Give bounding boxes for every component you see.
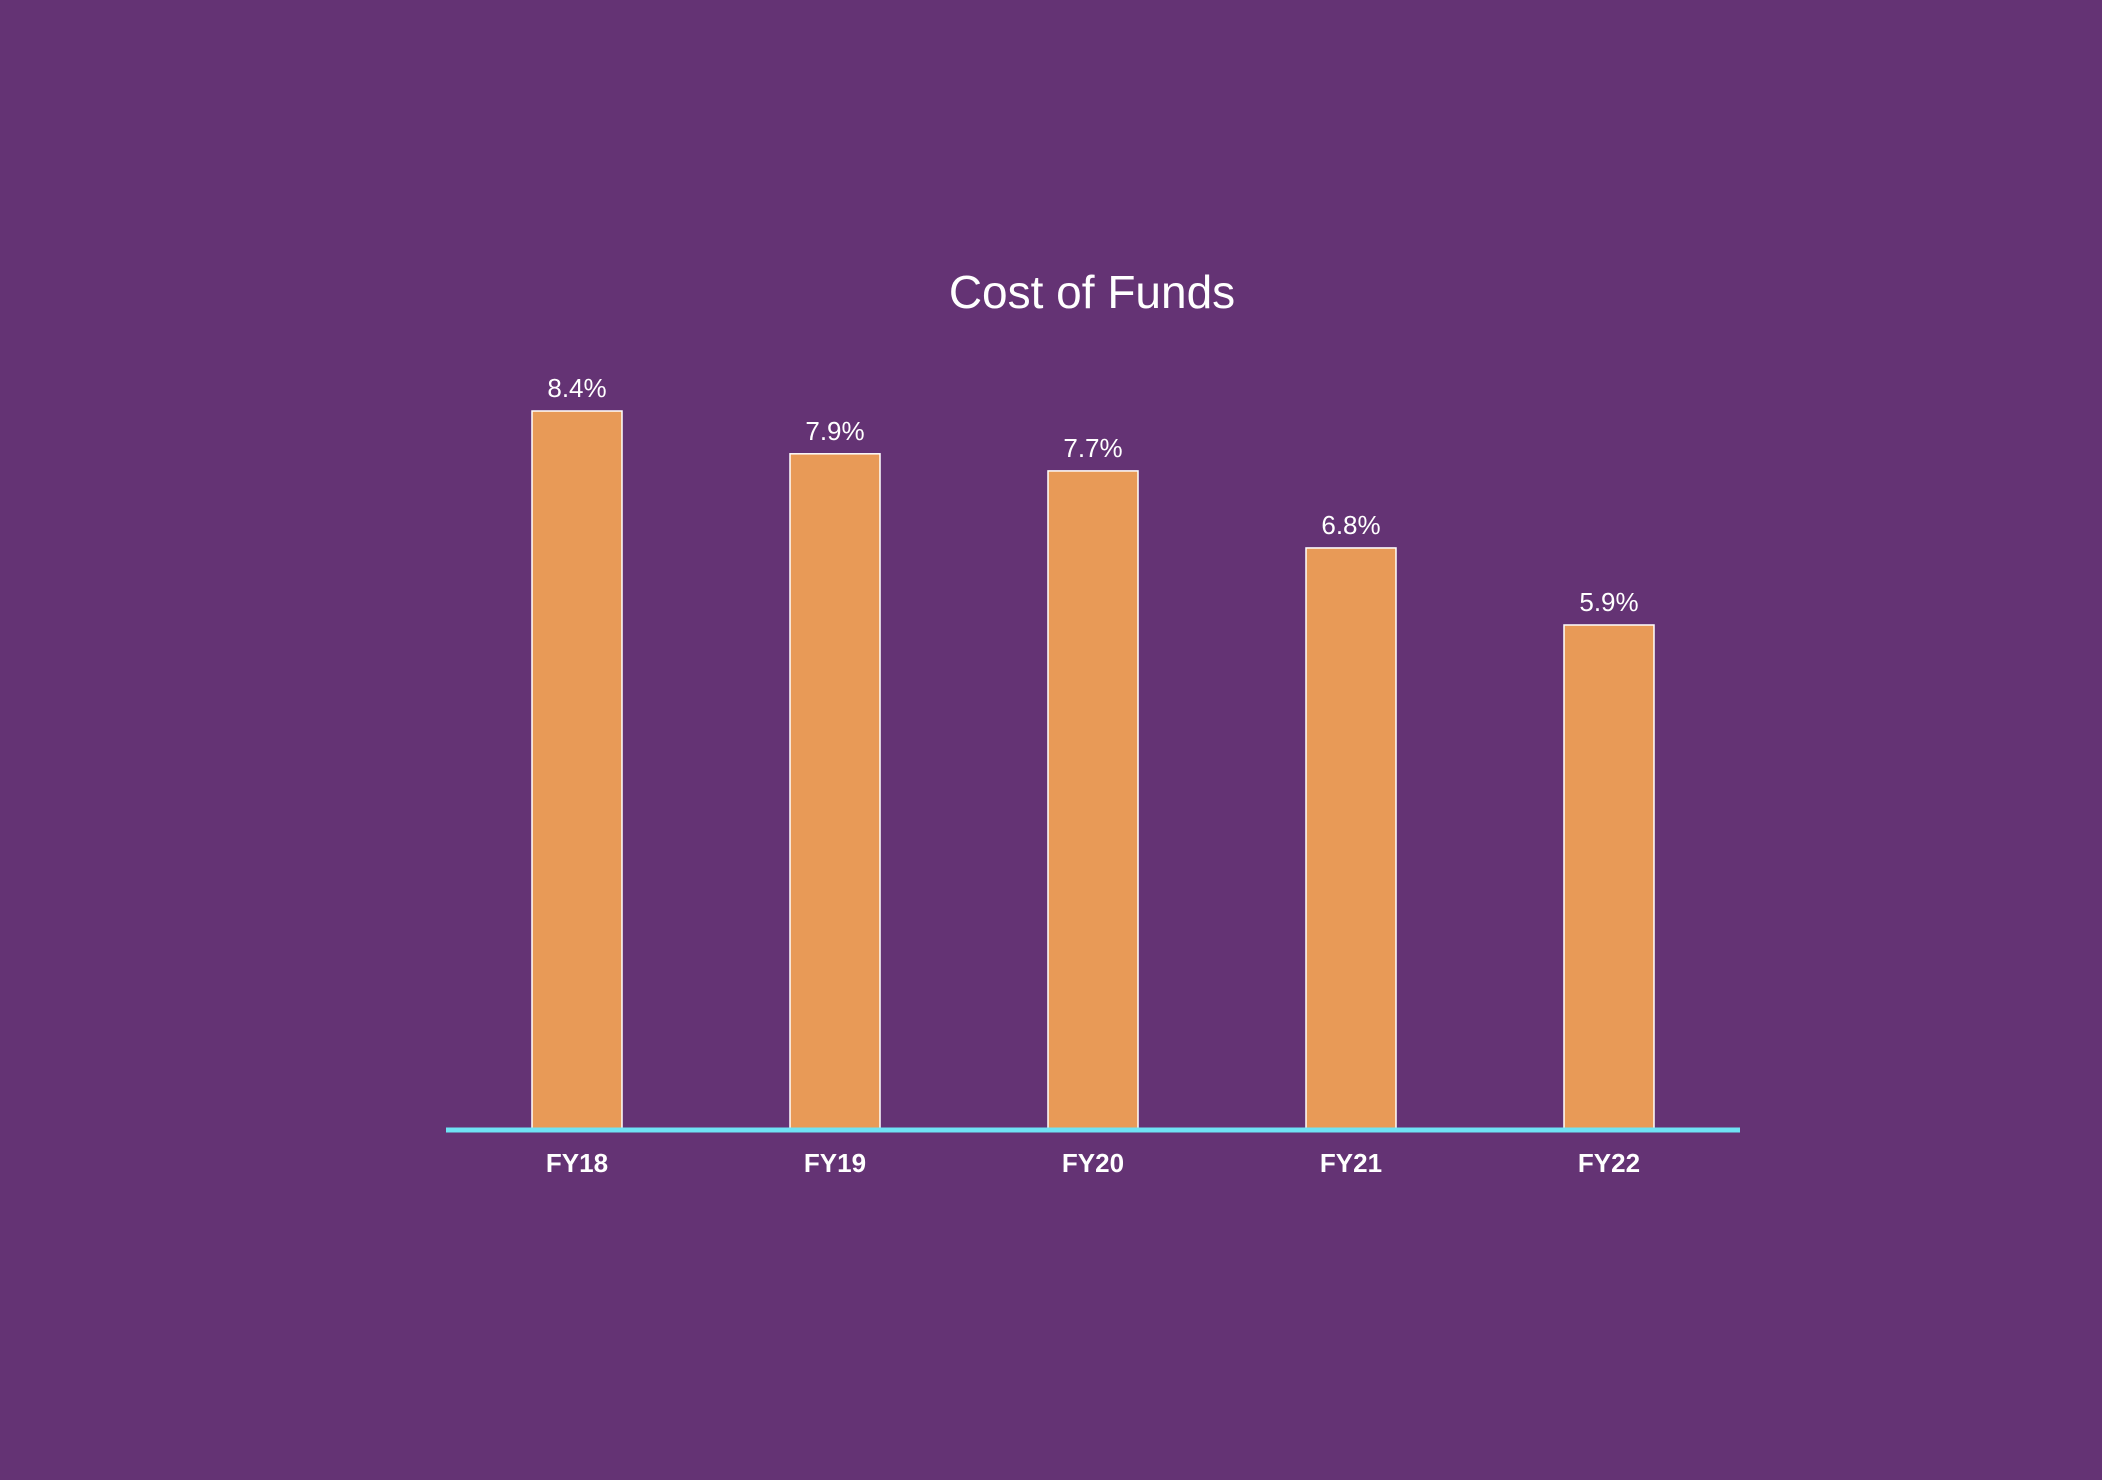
bar-fy22	[1563, 624, 1655, 1131]
x-tick-label-fy20: FY20	[1062, 1148, 1124, 1178]
x-tick-label-fy21: FY21	[1320, 1148, 1382, 1178]
bar-fy20	[1047, 470, 1139, 1131]
x-tick-label-fy22: FY22	[1578, 1148, 1640, 1178]
bar-fy19	[789, 453, 881, 1131]
bar-fy18	[531, 410, 623, 1131]
data-labels-layer: 8.4% 7.9% 7.7% 6.8% 5.9%	[547, 373, 1638, 617]
bars-layer	[531, 410, 1655, 1131]
bar-fy21	[1305, 547, 1397, 1131]
x-tick-labels-layer: FY18 FY19 FY20 FY21 FY22	[546, 1148, 1640, 1178]
chart-title: Cost of Funds	[949, 266, 1235, 318]
data-label-fy21: 6.8%	[1321, 510, 1380, 540]
data-label-fy22: 5.9%	[1579, 587, 1638, 617]
x-tick-label-fy19: FY19	[804, 1148, 866, 1178]
data-label-fy20: 7.7%	[1063, 433, 1122, 463]
data-label-fy18: 8.4%	[547, 373, 606, 403]
x-tick-label-fy18: FY18	[546, 1148, 608, 1178]
data-label-fy19: 7.9%	[805, 416, 864, 446]
